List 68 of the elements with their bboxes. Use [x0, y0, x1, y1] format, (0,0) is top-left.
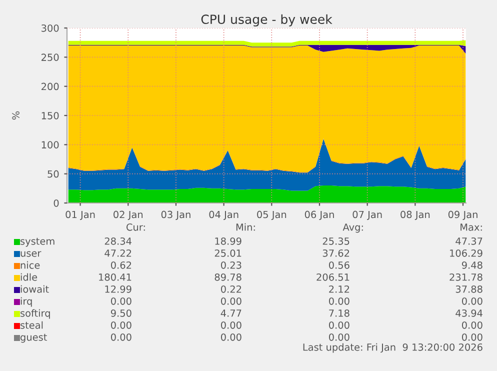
x-tick-label: 05 Jan: [257, 210, 286, 220]
chart-title: CPU usage - by week: [201, 14, 332, 26]
text: 0.23: [220, 261, 242, 269]
y-tick-label: 50: [48, 170, 59, 178]
text: Last update: Fri Jan 9 13:20:00 2026: [303, 343, 482, 353]
text: 0.00: [220, 321, 242, 329]
y-tick-label: 150: [42, 112, 59, 120]
text: 0.00: [328, 297, 350, 305]
text: 7.18: [329, 309, 350, 317]
legend-label: steal: [20, 321, 43, 329]
x-tick-label: 01 Jan: [66, 210, 95, 220]
x-tick-label: 02 Jan: [114, 210, 143, 220]
text: 0.00: [328, 321, 350, 329]
text: 231.78: [450, 273, 482, 281]
legend-label: softirq: [20, 309, 50, 319]
text: Max:: [460, 224, 482, 231]
legend-label: user: [20, 251, 42, 257]
text: 0.00: [220, 333, 242, 341]
text: 0.00: [220, 297, 242, 305]
text: 106.29: [450, 249, 482, 257]
text: Cur:: [126, 223, 145, 231]
y-tick-label: 300: [42, 24, 59, 32]
text: 9.50: [110, 309, 132, 317]
text: 206.51: [316, 273, 350, 281]
text: 0.56: [328, 261, 350, 269]
x-tick-label: 09 Jan: [448, 210, 478, 220]
legend-label: idle: [20, 273, 38, 281]
text: 0.62: [110, 261, 132, 269]
legend-label: iowait: [20, 285, 49, 293]
text: 2.12: [329, 285, 350, 293]
text: 4.77: [220, 310, 242, 317]
text: 18.99: [215, 237, 242, 245]
legend-label: nice: [20, 261, 40, 269]
text: 0.00: [110, 297, 132, 305]
text: 47.22: [104, 249, 132, 257]
y-tick-label: 0: [54, 199, 59, 207]
text: 43.94: [456, 309, 482, 317]
text: 37.62: [322, 249, 350, 257]
text: 0.00: [110, 321, 132, 329]
x-tick-label: 07 Jan: [352, 210, 382, 220]
x-tick-label: 08 Jan: [400, 210, 430, 220]
text: Avg:: [342, 224, 363, 233]
text: 9.48: [462, 261, 482, 269]
text: 25.35: [322, 237, 350, 245]
text: 12.99: [105, 285, 132, 293]
x-tick-label: 03 Jan: [161, 210, 190, 220]
text: 0.00: [328, 333, 350, 341]
y-tick-label: 200: [42, 82, 59, 90]
legend-label: guest: [20, 334, 47, 343]
text: 0.22: [220, 285, 242, 293]
text: 25.01: [214, 249, 242, 257]
text: 0.00: [462, 333, 482, 341]
text: 37.88: [456, 285, 482, 293]
text: 0.00: [462, 321, 482, 329]
x-tick-label: 06 Jan: [304, 210, 334, 220]
text: 180.41: [99, 273, 132, 281]
text: 0.00: [110, 333, 132, 341]
text: 28.34: [104, 237, 132, 245]
text: 47.37: [456, 237, 482, 245]
text: 0.00: [462, 297, 482, 305]
y-tick-label: 100: [42, 141, 59, 148]
y-axis-title: %: [12, 111, 20, 120]
text: 89.78: [214, 273, 242, 281]
legend-label: irq: [20, 297, 32, 307]
x-tick-label: 04 Jan: [209, 210, 238, 220]
text: Min:: [236, 223, 255, 231]
legend-label: system: [20, 238, 54, 247]
y-tick-label: 250: [42, 54, 59, 61]
